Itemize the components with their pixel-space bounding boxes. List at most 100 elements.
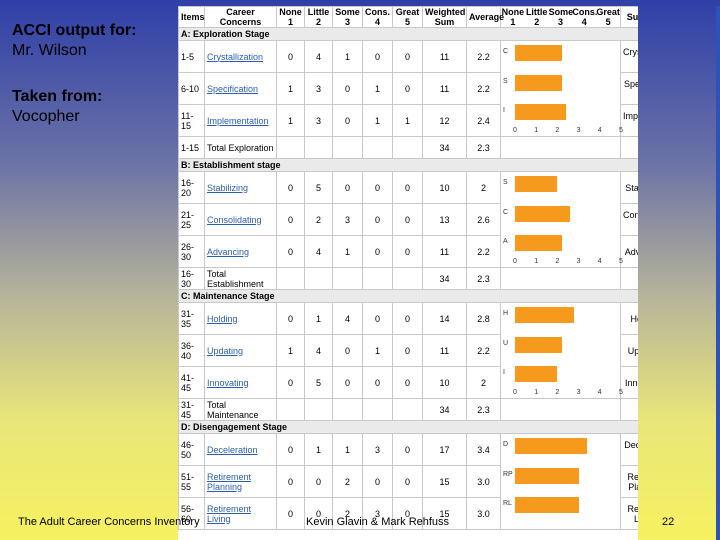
score-cell: 1	[276, 104, 305, 137]
score-cell: 0	[362, 302, 393, 335]
item-range: 26-30	[178, 235, 205, 268]
score-cell: 0	[276, 433, 305, 466]
score-cell: 10	[422, 366, 467, 399]
stage-bar-chart: H U I 0 1 2 3 4 5	[500, 302, 623, 399]
table-header-row: Items Career Concerns None 1 Little 2 Some 3…	[178, 6, 638, 28]
axis-tick-label: 5	[619, 258, 623, 265]
stage-heading-row: A: Exploration Stage	[178, 27, 638, 41]
career-concern-link[interactable]: Specification	[204, 72, 277, 105]
score-cell: 5	[304, 366, 333, 399]
table-row: 46-50Deceleration01130173.4DRPRLDecelera…	[178, 433, 638, 530]
score-cell: 2.2	[466, 334, 501, 367]
score-cell: 0	[392, 203, 423, 236]
career-concern-link[interactable]: Retirement Living	[204, 497, 277, 530]
item-range: 51-55	[178, 465, 205, 498]
score-cell: 4	[304, 334, 333, 367]
empty-cell	[392, 398, 423, 421]
footer-title: The Adult Career Concerns Inventory	[18, 516, 200, 528]
chart-header-label: None 1	[501, 7, 525, 27]
score-cell: 0	[276, 203, 305, 236]
score-cell: 2	[466, 366, 501, 399]
column-header: Cons. 4	[362, 6, 393, 28]
table-row: 6-10Specification13010112.2Specification…	[178, 72, 638, 105]
column-header: None 1	[276, 6, 305, 28]
score-cell: 0	[362, 235, 393, 268]
total-average: 2.3	[466, 398, 501, 421]
career-concern-link[interactable]: Holding	[204, 302, 277, 335]
axis-tick-label: 4	[597, 258, 602, 265]
career-concern-link[interactable]: Implementation	[204, 104, 277, 137]
substages-header: Substages	[620, 6, 638, 28]
score-cell: 0	[392, 497, 423, 530]
column-header: Some 3	[332, 6, 363, 28]
score-bar	[515, 497, 579, 513]
item-range: 31-35	[178, 302, 205, 335]
chart-header-label: Little 2	[525, 7, 548, 27]
total-item-range: 16-30	[178, 267, 205, 290]
empty-cell	[304, 136, 333, 159]
empty-cell	[276, 136, 305, 159]
sidebar-labels: ACCI output for: Mr. Wilson Taken from: …	[12, 22, 177, 154]
score-cell: 2.2	[466, 72, 501, 105]
career-concern-link[interactable]: Deceleration	[204, 433, 277, 466]
item-range: 1-5	[178, 40, 205, 73]
score-cell: 3	[304, 72, 333, 105]
total-label: Total Maintenance	[204, 398, 277, 421]
bar-category-label: RL	[503, 500, 512, 507]
empty-cell	[620, 136, 638, 159]
chart-column-header: None 1 Little 2 Some 3 Cons. 4 Great 5	[500, 6, 621, 28]
item-range: 16-20	[178, 171, 205, 204]
score-cell: 0	[304, 497, 333, 530]
axis-tick-label: 2	[555, 127, 560, 134]
score-cell: 1	[362, 104, 393, 137]
empty-cell	[362, 398, 393, 421]
empty-cell	[620, 267, 638, 290]
career-concern-link[interactable]: Stabilizing	[204, 171, 277, 204]
career-concern-link[interactable]: Updating	[204, 334, 277, 367]
axis-tick-label: 0	[513, 389, 517, 396]
empty-cell	[276, 267, 305, 290]
score-cell: 11	[422, 334, 467, 367]
substage-cell: Updating 0	[620, 334, 638, 367]
substage-cell: Retirement Living 3	[620, 497, 638, 530]
total-label: Total Exploration	[204, 136, 277, 159]
item-range: 46-50	[178, 433, 205, 466]
empty-cell	[362, 267, 393, 290]
item-range: 6-10	[178, 72, 205, 105]
career-concern-link[interactable]: Crystallization	[204, 40, 277, 73]
client-name: Mr. Wilson	[12, 42, 87, 59]
score-cell: 1	[304, 433, 333, 466]
score-cell: 0	[276, 302, 305, 335]
axis-tick-label: 5	[619, 389, 623, 396]
bar-category-label: I	[503, 369, 505, 376]
empty-cell	[500, 136, 621, 159]
score-cell: 0	[362, 40, 393, 73]
score-cell: 1	[332, 433, 363, 466]
substage-cell: Deceleration 3	[620, 433, 638, 466]
acci-table: Items Career Concerns None 1 Little 2 Some 3…	[178, 6, 638, 530]
career-concern-link[interactable]: Advancing	[204, 235, 277, 268]
score-cell: 2.2	[466, 40, 501, 73]
page-number: 22	[662, 516, 675, 528]
empty-cell	[500, 267, 621, 290]
substage-cell: Crystallization 0	[620, 40, 638, 73]
career-concern-link[interactable]: Innovating	[204, 366, 277, 399]
score-cell: 0	[276, 235, 305, 268]
empty-cell	[392, 267, 423, 290]
score-cell: 1	[392, 104, 423, 137]
bar-category-label: I	[503, 107, 505, 114]
substage-cell: Retirement Planning 3	[620, 465, 638, 498]
career-concern-link[interactable]: Consolidating	[204, 203, 277, 236]
career-concern-link[interactable]: Retirement Planning	[204, 465, 277, 498]
substage-cell: Stabilizing 0	[620, 171, 638, 204]
score-cell: 3	[332, 203, 363, 236]
score-cell: 10	[422, 171, 467, 204]
score-bar	[515, 205, 571, 222]
score-cell: 15	[422, 465, 467, 498]
axis-tick-label: 1	[534, 389, 539, 396]
acci-results-table: Items Career Concerns None 1 Little 2 Some 3…	[178, 6, 638, 540]
score-bar	[515, 467, 579, 484]
score-cell: 3	[304, 104, 333, 137]
score-cell: 2.4	[466, 104, 501, 137]
